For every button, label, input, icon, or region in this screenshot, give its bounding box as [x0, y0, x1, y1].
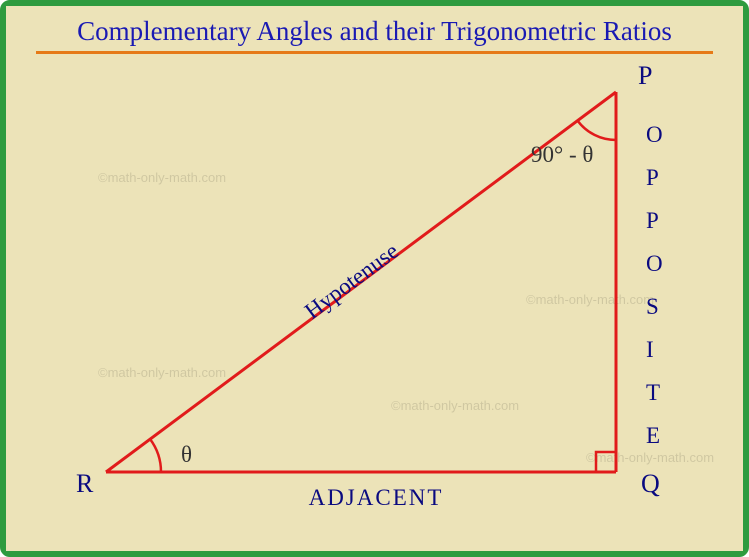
- theta-arc: [150, 439, 161, 472]
- watermark: ©math-only-math.com: [526, 292, 654, 307]
- opposite-letter: O: [646, 251, 663, 276]
- hypotenuse-label: Hypotenuse: [300, 238, 403, 324]
- diagram-frame: Complementary Angles and their Trigonome…: [0, 0, 749, 557]
- vertex-P: P: [638, 62, 652, 90]
- complement-label: 90° - θ: [531, 142, 593, 167]
- triangle-diagram: ©math-only-math.com ©math-only-math.com ©m…: [26, 62, 726, 522]
- watermark: ©math-only-math.com: [98, 170, 226, 185]
- opposite-letter: S: [646, 294, 659, 319]
- opposite-letter: I: [646, 337, 654, 362]
- theta-label: θ: [181, 442, 192, 467]
- complement-arc: [578, 121, 616, 140]
- vertex-R: R: [76, 469, 94, 498]
- adjacent-label: ADJACENT: [309, 485, 444, 510]
- opposite-letter: P: [646, 208, 659, 233]
- opposite-letter: T: [646, 380, 660, 405]
- opposite-letter: P: [646, 165, 659, 190]
- diagram-area: ©math-only-math.com ©math-only-math.com ©m…: [26, 62, 723, 522]
- page-title: Complementary Angles and their Trigonome…: [26, 16, 723, 51]
- opposite-letter: O: [646, 122, 663, 147]
- diagram-background: Complementary Angles and their Trigonome…: [6, 6, 743, 551]
- opposite-letter: E: [646, 423, 660, 448]
- title-underline: [36, 51, 713, 54]
- watermark: ©math-only-math.com: [391, 398, 519, 413]
- vertex-Q: Q: [641, 469, 660, 498]
- watermark: ©math-only-math.com: [98, 365, 226, 380]
